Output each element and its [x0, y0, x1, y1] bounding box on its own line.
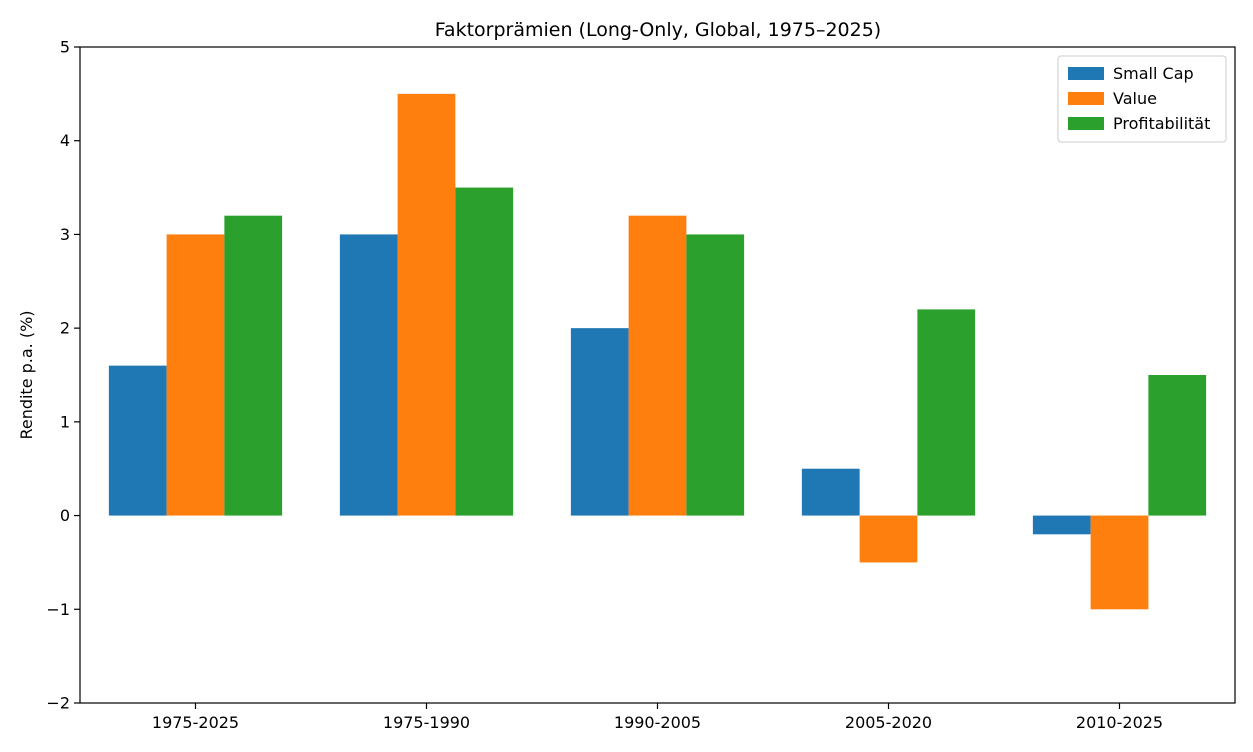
bar-profitabilit-t-1975-1990: [455, 187, 514, 516]
y-tick-label: 0: [60, 506, 70, 525]
x-tick-label: 2005-2020: [845, 713, 932, 732]
bar-value-2005-2020: [859, 515, 918, 563]
chart-title: Faktorprämien (Long-Only, Global, 1975–2…: [435, 19, 881, 41]
legend-label: Profitabilität: [1113, 114, 1210, 133]
legend-swatch: [1068, 67, 1104, 80]
bars-layer: [108, 93, 1207, 610]
y-tick-label: 5: [60, 38, 70, 57]
bar-value-1990-2005: [628, 215, 687, 516]
x-tick-label: 1990-2005: [614, 713, 701, 732]
bar-value-1975-1990: [397, 93, 456, 516]
y-tick-label: −2: [46, 694, 70, 713]
x-tick-label: 1975-2025: [152, 713, 239, 732]
y-axis: −2 −1 0 1 2 3 4 5: [46, 38, 80, 713]
y-tick-label: 3: [60, 225, 70, 244]
legend: Small Cap Value Profitabilität: [1057, 55, 1227, 143]
bar-small-cap-2010-2025: [1032, 515, 1091, 535]
legend-swatch: [1068, 117, 1104, 130]
bar-profitabilit-t-1990-2005: [686, 234, 745, 516]
bar-profitabilit-t-1975-2025: [224, 215, 283, 516]
bar-small-cap-1975-1990: [339, 234, 398, 516]
y-tick-label: 2: [60, 319, 70, 338]
bar-value-2010-2025: [1090, 515, 1149, 610]
y-tick-label: −1: [46, 600, 70, 619]
y-axis-title: Rendite p.a. (%): [17, 310, 36, 439]
x-tick-label: 2010-2025: [1076, 713, 1163, 732]
y-tick-label: 4: [60, 131, 70, 150]
bar-small-cap-2005-2020: [801, 468, 860, 516]
bar-small-cap-1990-2005: [570, 328, 629, 516]
legend-label: Value: [1113, 89, 1157, 108]
x-axis: 1975-2025 1975-1990 1990-2005 2005-2020 2010…: [152, 703, 1163, 732]
plot-frame: [79, 46, 1236, 704]
bar-small-cap-1975-2025: [108, 365, 167, 516]
y-tick-label: 1: [60, 412, 70, 431]
bar-value-1975-2025: [166, 234, 225, 516]
x-tick-label: 1975-1990: [383, 713, 470, 732]
bar-profitabilit-t-2010-2025: [1148, 375, 1207, 516]
legend-swatch: [1068, 92, 1104, 105]
legend-label: Small Cap: [1113, 64, 1194, 83]
bar-profitabilit-t-2005-2020: [917, 309, 976, 516]
